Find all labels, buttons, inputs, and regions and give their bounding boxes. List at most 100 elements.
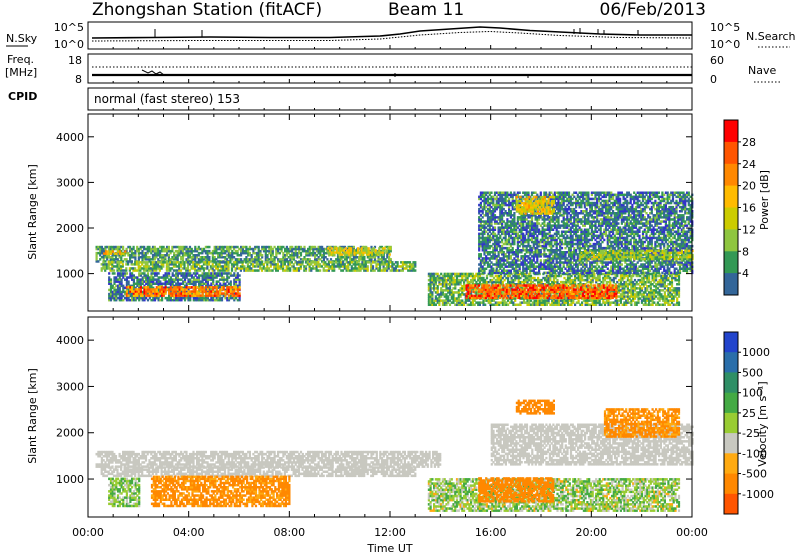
power-cell: [169, 276, 172, 279]
power-cell: [471, 276, 474, 280]
power-cell: [143, 284, 146, 288]
power-cell: [125, 272, 128, 275]
power-cell: [401, 261, 404, 264]
power-cell: [197, 254, 200, 257]
power-cell: [590, 292, 593, 295]
power-cell: [137, 258, 140, 261]
power-cell: [427, 287, 430, 290]
power-cell: [233, 274, 236, 277]
power-cell: [640, 278, 644, 282]
power-cell: [282, 256, 285, 259]
power-cell: [472, 294, 475, 298]
power-cell: [185, 282, 188, 285]
power-cell: [183, 294, 187, 297]
power-cell: [375, 265, 378, 268]
power-cell: [236, 254, 239, 257]
power-cell: [236, 249, 239, 253]
power-cell: [665, 278, 668, 282]
power-cell: [604, 288, 607, 291]
power-cell: [333, 245, 336, 249]
power-cell: [225, 265, 228, 268]
power-cell: [663, 297, 666, 300]
power-cell: [440, 276, 443, 280]
power-cell: [187, 292, 190, 295]
power-cell: [108, 276, 111, 279]
power-cell: [128, 269, 131, 272]
power-cell: [243, 245, 246, 249]
power-cell: [491, 283, 494, 286]
power-cell: [588, 280, 591, 284]
power-cell: [95, 260, 98, 263]
power-cell: [192, 290, 195, 293]
power-cell: [391, 265, 394, 268]
cpid-text: normal (fast stereo) 153: [94, 92, 240, 106]
power-cell: [361, 263, 364, 266]
power-cell: [521, 280, 524, 284]
power-cell: [172, 261, 175, 264]
power-cell: [504, 286, 507, 289]
power-cell: [107, 261, 110, 264]
power-cell: [607, 299, 610, 302]
power-cell: [506, 290, 509, 293]
power-cell: [584, 283, 587, 286]
power-cell: [630, 293, 633, 296]
power-cell: [120, 265, 123, 268]
power-cell: [284, 254, 287, 257]
power-cell: [582, 278, 585, 282]
power-cell: [400, 261, 403, 264]
power-cell: [213, 286, 216, 289]
power-cell: [665, 274, 668, 278]
power-cell: [236, 292, 239, 295]
power-cell: [169, 288, 172, 291]
power-cell: [129, 274, 132, 277]
power-cell: [612, 280, 615, 284]
power-cell: [461, 299, 464, 302]
power-cell: [236, 278, 239, 281]
power-cell: [551, 303, 554, 306]
power-cell: [229, 258, 232, 261]
power-cell: [454, 287, 457, 290]
power-cell: [141, 261, 144, 264]
power-cell: [436, 293, 439, 296]
power-cell: [658, 291, 661, 294]
power-cell: [335, 247, 339, 250]
power-cell: [483, 242, 486, 246]
power-cell: [176, 272, 179, 275]
power-cell: [100, 269, 103, 272]
power-cell: [159, 256, 162, 259]
power-cell: [261, 247, 264, 251]
power-cell: [129, 294, 132, 298]
power-cell: [166, 282, 169, 285]
power-cell: [150, 288, 153, 291]
power-cell: [485, 212, 488, 215]
power-cell: [245, 249, 248, 253]
power-cell: [483, 220, 486, 223]
power-cell: [486, 263, 490, 266]
power-cell: [602, 299, 605, 302]
power-cell: [206, 288, 209, 291]
power-cell: [613, 294, 616, 298]
power-cell: [190, 247, 193, 251]
power-cell: [109, 288, 113, 292]
power-cell: [600, 303, 603, 306]
power-cell: [581, 303, 584, 306]
power-cell: [102, 249, 105, 253]
power-cell: [436, 287, 439, 290]
power-cell: [608, 288, 611, 291]
power-cell: [484, 290, 488, 293]
power-cell: [515, 303, 518, 306]
power-cell: [112, 265, 116, 268]
power-cell: [111, 250, 115, 253]
power-cell: [478, 263, 481, 266]
power-cell: [459, 272, 462, 276]
power-cell: [522, 280, 526, 284]
power-cell: [637, 301, 640, 304]
power-cell: [471, 283, 474, 286]
power-cell: [443, 278, 446, 282]
station-title: Zhongshan Station (fitACF): [92, 0, 322, 20]
power-cell: [376, 251, 379, 254]
power-cell: [192, 280, 195, 283]
power-cell: [267, 267, 271, 270]
power-cell: [264, 245, 267, 249]
power-cell: [386, 265, 389, 268]
